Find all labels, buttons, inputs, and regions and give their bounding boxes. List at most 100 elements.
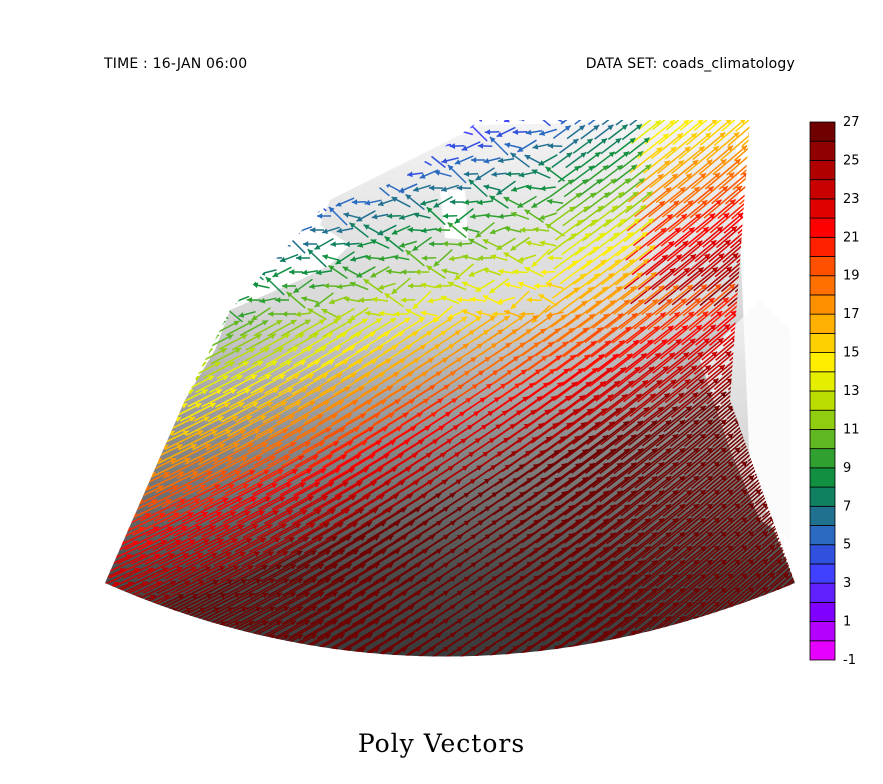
vector-arrowhead bbox=[179, 678, 185, 683]
vector-arrowhead bbox=[410, 426, 417, 432]
vector-arrow bbox=[584, 312, 624, 344]
vector-arrowhead bbox=[213, 607, 220, 613]
vector-arrowhead bbox=[680, 214, 687, 220]
vector-arrowhead bbox=[561, 341, 568, 348]
vector-arrowhead bbox=[98, 111, 104, 116]
vector-arrow bbox=[676, 558, 728, 602]
vector-arrow bbox=[225, 442, 269, 466]
vector-arrowhead bbox=[630, 434, 637, 441]
vector-arrowhead bbox=[438, 425, 445, 431]
vector-arrow bbox=[366, 385, 408, 411]
vector-arrow bbox=[124, 525, 174, 551]
vector-arrowhead bbox=[793, 295, 795, 302]
vector-arrowhead bbox=[155, 255, 161, 262]
vector-arrow bbox=[705, 530, 755, 574]
vector-arrow bbox=[543, 687, 595, 725]
vector-arrowhead bbox=[283, 606, 290, 612]
vector-arrow bbox=[685, 266, 733, 306]
vector-arrowhead bbox=[189, 416, 196, 422]
vector-arrowhead bbox=[165, 499, 172, 505]
vector-arrowhead bbox=[405, 250, 412, 256]
vector-arrowhead bbox=[335, 314, 342, 320]
vector-arrowhead bbox=[713, 629, 720, 636]
vector-arrowhead bbox=[715, 284, 721, 290]
vector-arrow bbox=[366, 618, 422, 654]
vector-arrowhead bbox=[130, 692, 136, 697]
vector-arrow bbox=[362, 344, 398, 368]
vector-arrow bbox=[578, 644, 630, 657]
vector-arrow bbox=[205, 551, 261, 581]
vector-arrow bbox=[184, 443, 226, 465]
vector-arrowhead bbox=[455, 128, 462, 134]
vector-arrowhead bbox=[462, 343, 469, 350]
vector-arrowhead bbox=[568, 533, 574, 539]
vector-arrow bbox=[112, 227, 130, 233]
vector-arrow bbox=[430, 688, 483, 723]
vector-arrow bbox=[92, 693, 150, 720]
vector-arrow bbox=[105, 458, 120, 478]
vector-arrowhead bbox=[260, 157, 266, 164]
vector-arrowhead bbox=[207, 678, 213, 683]
vector-arrow bbox=[313, 359, 349, 381]
vector-arrowhead bbox=[450, 689, 456, 694]
vector-arrow bbox=[309, 172, 325, 176]
vector-arrowhead bbox=[755, 489, 762, 495]
vector-arrowhead bbox=[165, 650, 171, 656]
vector-arrowhead bbox=[658, 546, 665, 552]
vector-arrowhead bbox=[138, 404, 145, 410]
vector-arrow bbox=[174, 156, 194, 164]
vector-arrow bbox=[325, 386, 365, 410]
vector-arrow bbox=[258, 212, 278, 220]
vector-arrow bbox=[250, 496, 300, 524]
vector-arrowhead bbox=[669, 268, 676, 274]
vector-arrowhead bbox=[546, 315, 553, 321]
vector-arrowhead bbox=[167, 403, 173, 409]
vector-arrow bbox=[571, 659, 622, 698]
vector-arrowhead bbox=[238, 312, 245, 318]
vector-arrowhead bbox=[654, 353, 661, 359]
vector-arrow bbox=[184, 565, 240, 595]
vector-arrow bbox=[297, 386, 337, 410]
vector-arrowhead bbox=[642, 259, 649, 265]
vector-arrowhead bbox=[222, 498, 229, 504]
vector-arrow bbox=[380, 646, 436, 657]
vector-arrow bbox=[338, 590, 394, 626]
vector-arrow bbox=[105, 485, 136, 507]
vector-arrowhead bbox=[686, 601, 692, 608]
vector-arrow bbox=[696, 283, 736, 317]
vector-arrowhead bbox=[275, 565, 282, 571]
vector-arrowhead bbox=[91, 295, 97, 300]
vector-arrowhead bbox=[116, 513, 123, 519]
vector-arrowhead bbox=[212, 457, 219, 463]
vector-arrowhead bbox=[456, 241, 462, 248]
vector-arrowhead bbox=[268, 551, 275, 557]
vector-arrowhead bbox=[165, 622, 171, 628]
vector-arrowhead bbox=[492, 660, 498, 665]
vector-arrow bbox=[174, 127, 194, 137]
vector-arrow bbox=[634, 475, 686, 517]
vector-arrowhead bbox=[755, 629, 762, 635]
vector-arrowhead bbox=[471, 157, 477, 163]
vector-arrowhead bbox=[591, 219, 597, 226]
vector-arrow bbox=[752, 170, 792, 206]
vector-arrowhead bbox=[349, 315, 356, 321]
vector-arrowhead bbox=[261, 565, 268, 571]
vector-arrow bbox=[321, 166, 341, 182]
vector-arrow bbox=[267, 117, 282, 119]
vector-arrowhead bbox=[176, 567, 183, 573]
vector-arrow bbox=[307, 192, 327, 212]
vector-arrow bbox=[225, 564, 283, 596]
vector-arrowhead bbox=[302, 129, 308, 136]
vector-arrowhead bbox=[755, 145, 762, 151]
vector-arrowhead bbox=[310, 227, 316, 233]
vector-arrow bbox=[192, 429, 232, 451]
vector-arrowhead bbox=[545, 166, 552, 173]
vector-arrowhead bbox=[609, 560, 616, 567]
vector-arrow bbox=[112, 311, 130, 317]
vector-arrow bbox=[623, 217, 655, 243]
vector-arrowhead bbox=[197, 430, 204, 436]
vector-arrow bbox=[127, 284, 143, 288]
vector-arrow bbox=[599, 517, 651, 559]
vector-arrowhead bbox=[225, 429, 232, 435]
vector-arrow bbox=[594, 245, 628, 271]
